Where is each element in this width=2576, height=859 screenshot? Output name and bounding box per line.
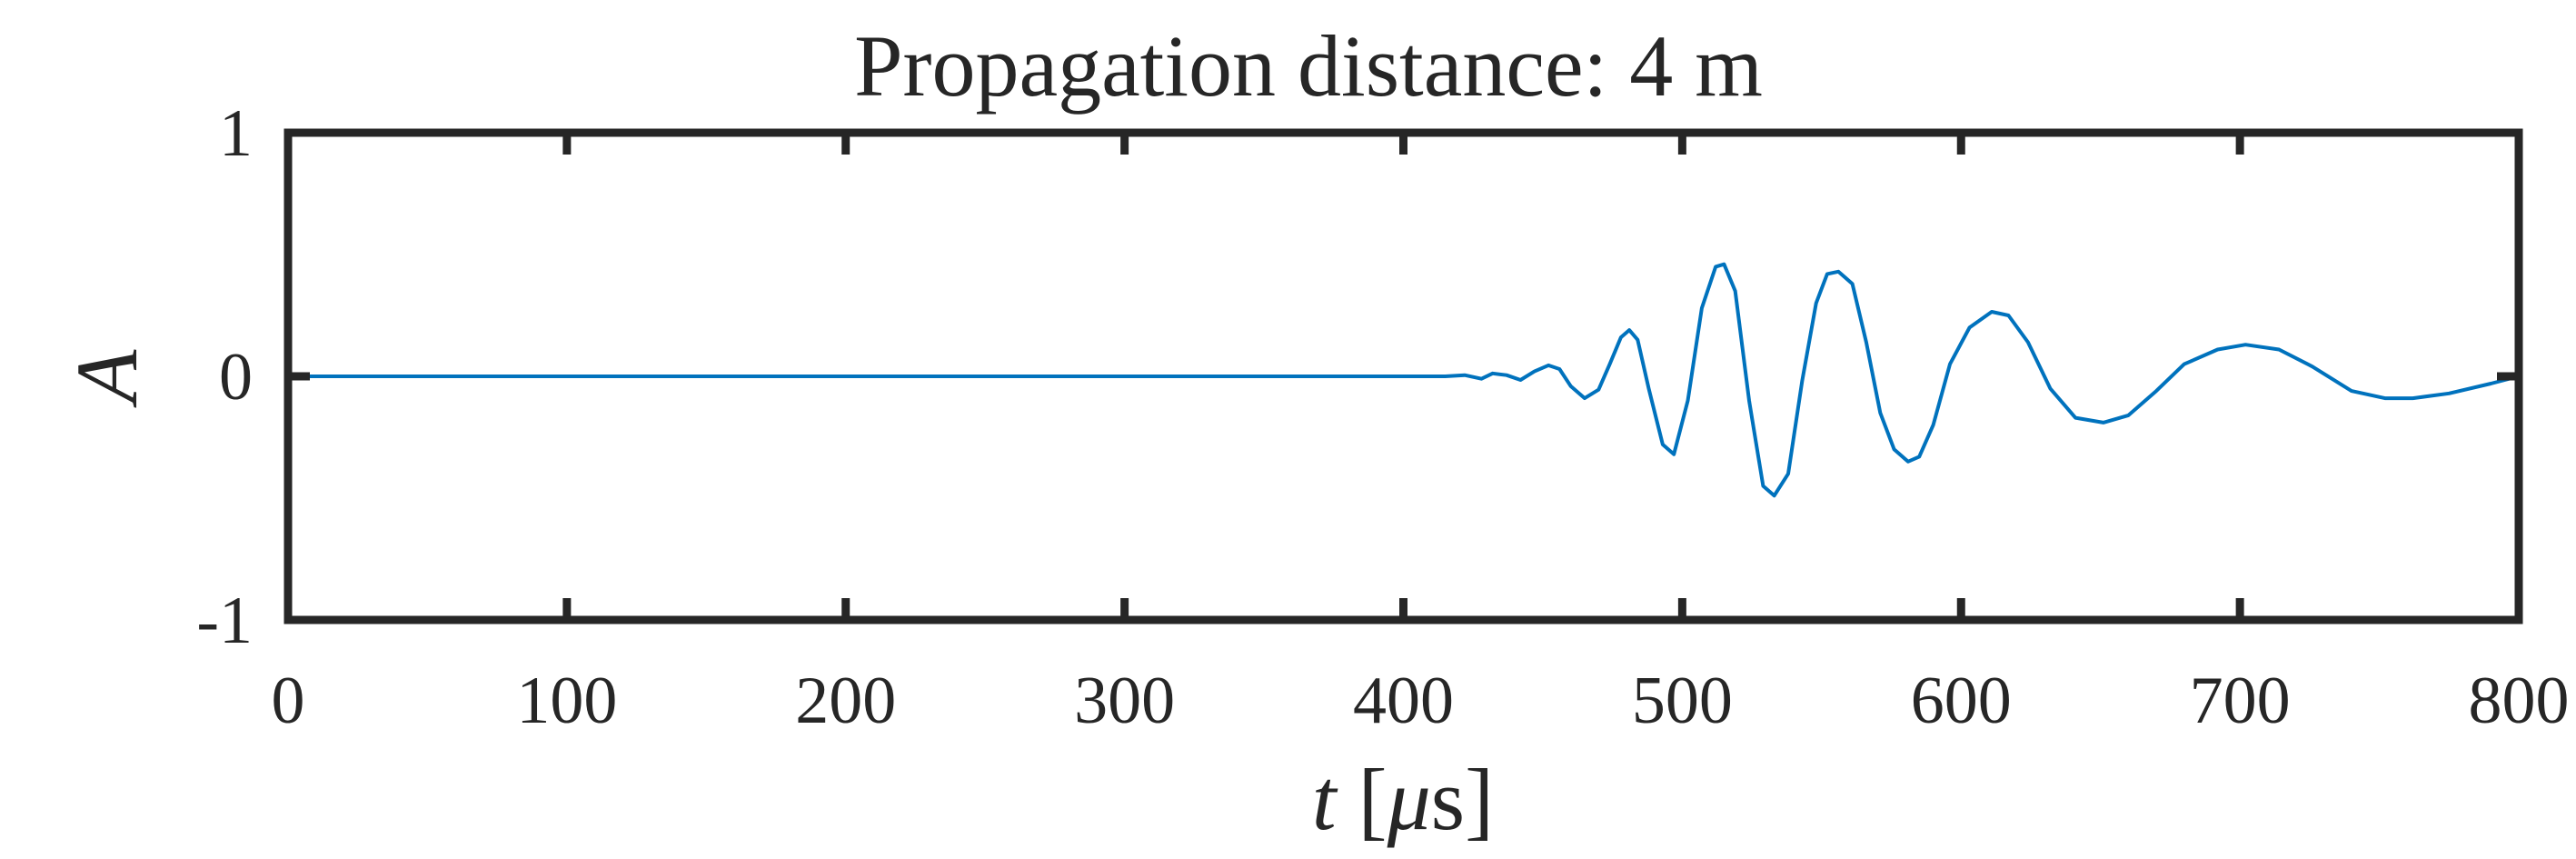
x-tick-label: 300 [1074,664,1175,738]
x-axis-unit-mu: μ [1387,751,1431,848]
y-axis-label: A [58,349,155,408]
x-tick-label: 700 [2190,664,2291,738]
x-tick-labels: 0 100 200 300 400 500 600 700 800 [272,664,2570,738]
x-tick-label: 100 [516,664,617,738]
x-axis-variable: t [1312,751,1338,848]
x-tick-label: 200 [795,664,896,738]
plot-area [283,128,2523,624]
x-tick-label: 500 [1632,664,1733,738]
series-layer [286,262,2521,498]
x-tick-label: 0 [272,664,305,738]
x-axis-label: t [μs] [1312,751,1494,848]
y-tick-label: -1 [196,584,253,658]
y-tick-label: 1 [219,96,253,171]
y-tick-labels: 1 0 -1 [196,96,253,658]
x-tick-label: 400 [1353,664,1454,738]
x-tick-label: 600 [1911,664,2012,738]
x-axis-unit-open: [ [1337,751,1387,848]
x-tick-label: 800 [2469,664,2570,738]
y-tick-label: 0 [219,340,253,415]
x-axis-unit-rest: s] [1431,751,1494,848]
series-line-1 [286,262,2521,498]
tick-marks [283,128,2523,624]
chart-title: Propagation distance: 4 m [854,17,1763,115]
